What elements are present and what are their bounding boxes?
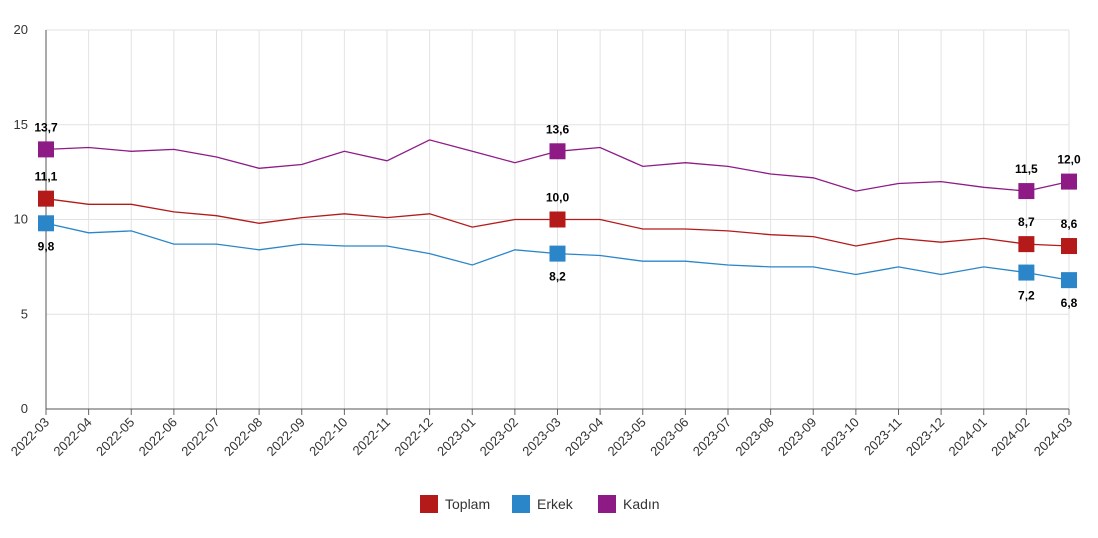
y-tick-label: 15 [14, 117, 28, 132]
point-marker-toplam[interactable] [38, 190, 54, 207]
legend-item-toplam[interactable]: Toplam [420, 495, 490, 513]
x-tick-label: 2023-10 [818, 415, 862, 459]
legend-label-kad-n: Kadın [623, 496, 660, 512]
point-marker-erkek[interactable] [38, 215, 54, 232]
x-tick-label: 2023-08 [732, 415, 776, 459]
x-tick-label: 2022-03 [8, 415, 52, 459]
x-tick-label: 2024-02 [988, 415, 1032, 459]
y-tick-label: 20 [14, 22, 28, 37]
x-tick-label: 2023-11 [861, 415, 905, 459]
y-tick-label: 10 [14, 212, 28, 227]
x-tick-label: 2022-11 [349, 415, 393, 459]
data-label-kad-n: 11,5 [1015, 162, 1038, 176]
data-label-toplam: 8,6 [1061, 217, 1078, 231]
x-tick-label: 2023-09 [775, 415, 819, 459]
data-label-toplam: 8,7 [1018, 215, 1035, 229]
data-label-erkek: 7,2 [1018, 289, 1035, 303]
x-tick-label: 2022-06 [136, 415, 180, 459]
legend-swatch-kad-n [598, 495, 616, 513]
x-tick-label: 2022-05 [93, 415, 137, 459]
x-tick-label: 2024-03 [1031, 415, 1075, 459]
x-tick-label: 2022-12 [391, 415, 435, 459]
x-tick-label: 2023-04 [562, 415, 606, 459]
point-marker-kad-n[interactable] [1018, 183, 1035, 200]
x-tick-label: 2022-09 [264, 415, 308, 459]
data-label-erkek: 8,2 [549, 270, 566, 284]
data-label-erkek: 6,8 [1061, 296, 1078, 310]
point-marker-erkek[interactable] [1018, 264, 1035, 281]
point-marker-kad-n[interactable] [38, 141, 54, 158]
point-marker-toplam[interactable] [1061, 238, 1077, 255]
y-tick-label: 5 [21, 306, 28, 321]
point-marker-erkek[interactable] [1061, 272, 1077, 289]
data-label-erkek: 9,8 [38, 239, 55, 253]
data-label-toplam: 10,0 [546, 191, 570, 205]
x-tick-label: 2022-04 [50, 415, 94, 459]
x-tick-label: 2023-03 [519, 415, 563, 459]
point-marker-toplam[interactable] [1018, 236, 1035, 253]
series-group [38, 139, 1077, 289]
data-label-kad-n: 12,0 [1057, 153, 1081, 167]
x-tick-label: 2024-01 [946, 415, 990, 459]
x-tick-label: 2022-10 [306, 415, 350, 459]
x-tick-label: 2023-06 [647, 415, 691, 459]
x-tick-label: 2022-07 [178, 415, 222, 459]
legend-swatch-erkek [512, 495, 530, 513]
data-labels: 11,1 10,0 8,7 8,6 9,8 8,2 7,2 6,8 13,7 13,6 11,5 12… [34, 120, 1081, 310]
data-label-kad-n: 13,6 [546, 122, 570, 136]
legend-label-toplam: Toplam [445, 496, 490, 512]
legend-label-erkek: Erkek [537, 496, 574, 512]
data-label-kad-n: 13,7 [34, 120, 58, 134]
x-tick-label: 2023-07 [690, 415, 734, 459]
legend-swatch-toplam [420, 495, 438, 513]
x-tick-label: 2022-08 [221, 415, 265, 459]
y-tick-label: 0 [21, 401, 28, 416]
legend[interactable]: Toplam Erkek Kadın [420, 495, 660, 513]
point-marker-toplam[interactable] [549, 211, 566, 228]
data-label-toplam: 11,1 [35, 170, 58, 184]
x-tick-label: 2023-05 [605, 415, 649, 459]
x-tick-label: 2023-02 [477, 415, 521, 459]
x-tick-label: 2023-12 [903, 415, 947, 459]
point-marker-kad-n[interactable] [1061, 173, 1077, 190]
point-marker-kad-n[interactable] [549, 143, 566, 160]
point-marker-erkek[interactable] [549, 245, 566, 262]
legend-item-erkek[interactable]: Erkek [512, 495, 574, 513]
legend-item-kad-n[interactable]: Kadın [598, 495, 660, 513]
x-tick-label: 2023-01 [434, 415, 478, 459]
